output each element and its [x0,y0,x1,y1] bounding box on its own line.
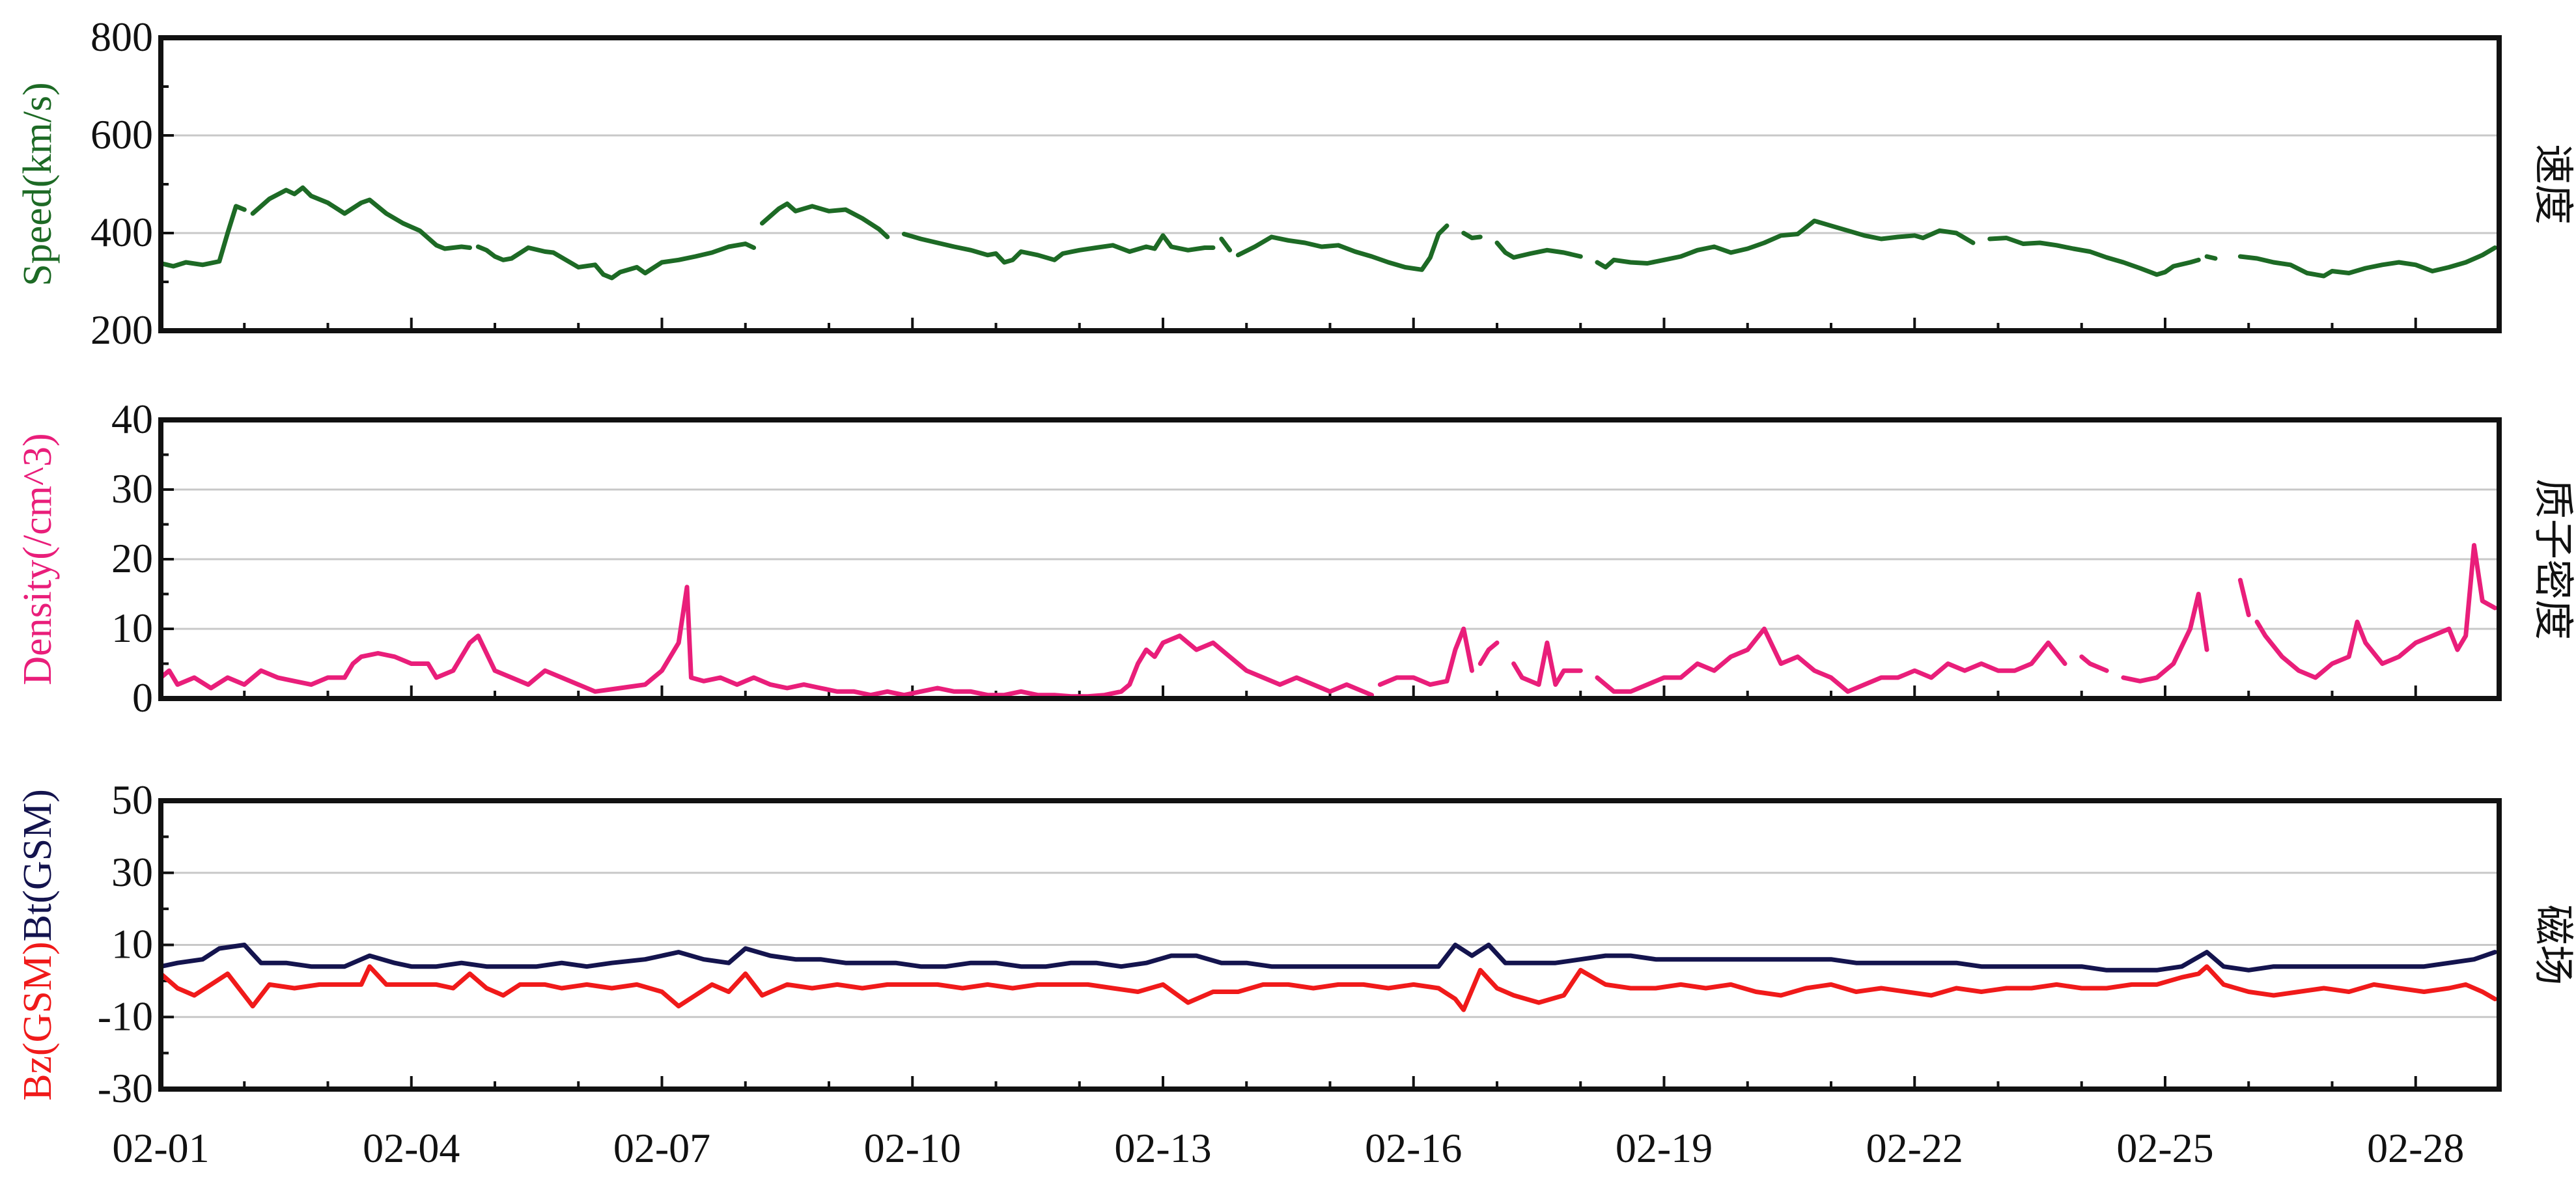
magnetic-series-bz-gsm--segment [158,964,2498,1012]
density-series-density-segment [158,585,1375,699]
magnetic-y-tick-label: 50 [111,777,153,823]
speed-series-speed-segment [475,242,757,281]
speed-y-tick-label: 600 [91,111,153,158]
x-tick-label: 02-28 [2367,1125,2464,1171]
magnetic-y-axis-label-part: Bz(GSM) [16,941,60,1101]
speed-y-tick-label: 200 [91,307,153,353]
density-series-density-segment [1511,640,1583,687]
speed-series-speed-segment [1987,236,2201,277]
x-tick-label: 02-07 [613,1125,710,1171]
density-series-density-segment [1477,640,1500,666]
density-y-tick-label: 30 [111,465,153,512]
magnetic-y-tick-label: 10 [111,921,153,967]
magnetic-y-axis-label-part: Bt(GSM) [16,789,60,941]
x-tick-label: 02-22 [1866,1125,1963,1171]
speed-series-speed-segment [1219,236,1233,253]
speed-panel: 200 400 600 800 Speed(km/s) 速度 [16,14,2575,353]
density-series-density-segment [2254,543,2498,680]
magnetic-y-tick-label: -30 [98,1065,153,1111]
magnetic-right-label: 磁场 [2530,904,2575,985]
density-right-label: 质子密度 [2530,478,2575,640]
speed-y-tick-label: 800 [91,14,153,60]
x-tick-label: 02-16 [1365,1125,1462,1171]
magnetic-panel: -30 -10 10 30 50 Bz(GSM)Bt(GSM) 磁场 [16,777,2575,1111]
x-tick-label: 02-10 [864,1125,961,1171]
density-series-density-segment [1377,626,1474,687]
density-y-tick-label: 10 [111,605,153,651]
speed-right-label: 速度 [2530,144,2575,225]
speed-series-speed-segment [2237,245,2498,279]
speed-series-speed-segment [158,204,247,269]
density-series-density-segment [2121,592,2209,684]
speed-plot-frame [158,35,2502,333]
density-y-tick-label: 0 [132,674,153,721]
speed-y-axis-label: Speed(km/s) [16,82,60,286]
x-tick-label: 02-19 [1616,1125,1713,1171]
speed-series-speed-segment [2204,254,2218,261]
x-tick-label: 02-04 [363,1125,460,1171]
magnetic-y-axis-label: Bz(GSM)Bt(GSM) [16,789,60,1101]
x-tick-label: 02-01 [112,1125,209,1171]
x-tick-label: 02-13 [1114,1125,1211,1171]
density-plot-frame [158,417,2502,701]
density-y-tick-label: 40 [111,396,153,442]
magnetic-plot-frame [158,798,2502,1092]
speed-series-speed-segment [1595,218,1976,270]
speed-series-speed-segment [1235,223,1449,272]
speed-series-speed-segment [1494,240,1583,260]
x-tick-label: 02-25 [2116,1125,2213,1171]
density-y-tick-label: 20 [111,535,153,581]
density-y-axis-label: Density(/cm^3) [16,433,60,685]
speed-series-speed-segment [1461,230,1483,240]
magnetic-series-bt-gsm--segment [158,943,2498,973]
x-axis-labels: 02-01 02-04 02-07 02-10 02-13 02-16 02-19 02-22… [112,1125,2464,1171]
density-series-density-segment [1595,626,2067,694]
density-series-density-segment [2079,654,2109,673]
magnetic-y-tick-label: -10 [98,993,153,1039]
density-panel: 0 10 20 30 40 Density(/cm^3) 质子密度 [16,396,2575,721]
magnetic-y-tick-label: 30 [111,849,153,895]
speed-y-tick-label: 400 [91,209,153,255]
speed-series-speed-segment [250,185,472,251]
speed-series-speed-segment [901,232,1216,265]
density-series-density-segment [2237,577,2251,618]
speed-series-speed-segment [759,201,890,240]
